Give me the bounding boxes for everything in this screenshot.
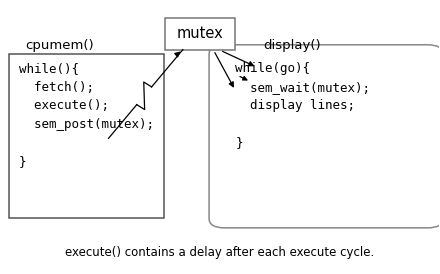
FancyBboxPatch shape xyxy=(9,54,165,218)
Text: fetch();: fetch(); xyxy=(19,81,94,94)
FancyBboxPatch shape xyxy=(209,45,440,228)
Text: sem_post(mutex);: sem_post(mutex); xyxy=(19,118,154,131)
Text: }: } xyxy=(19,155,26,168)
Text: mutex: mutex xyxy=(177,26,224,41)
Text: display(): display() xyxy=(264,39,321,52)
Text: execute();: execute(); xyxy=(19,99,109,112)
Text: }: } xyxy=(235,136,243,149)
Text: execute() contains a delay after each execute cycle.: execute() contains a delay after each ex… xyxy=(66,246,374,259)
Text: sem_wait(mutex);: sem_wait(mutex); xyxy=(235,81,370,94)
Text: while(){: while(){ xyxy=(19,62,79,75)
Text: while(go){: while(go){ xyxy=(235,62,310,75)
Text: cpumem(): cpumem() xyxy=(26,39,94,52)
Text: display lines;: display lines; xyxy=(235,99,356,112)
FancyBboxPatch shape xyxy=(165,18,235,50)
